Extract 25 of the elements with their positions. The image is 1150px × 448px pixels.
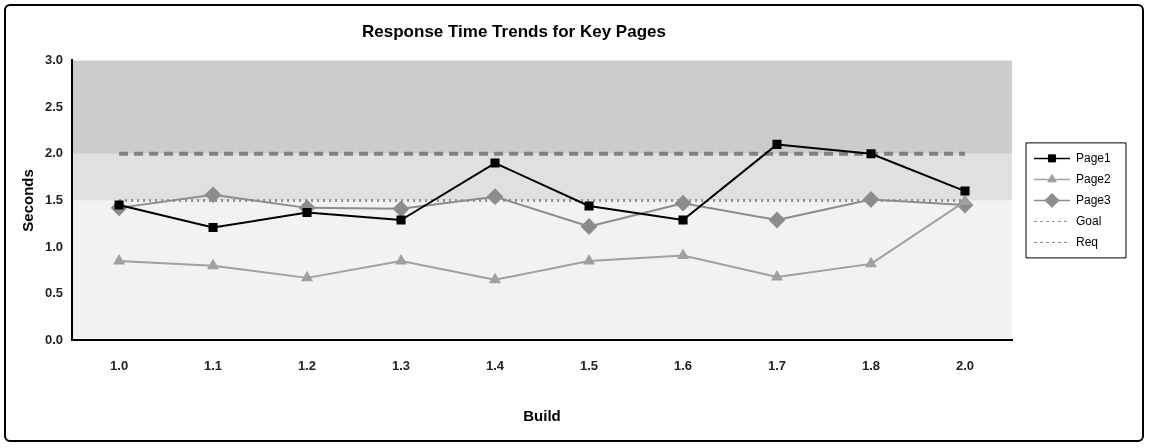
legend-label: Req — [1076, 234, 1099, 249]
x-tick-label: 1.5 — [579, 357, 599, 373]
y-tick-label: 1.0 — [44, 238, 64, 254]
y-tick-label: 3.0 — [44, 51, 64, 67]
legend-label: Page2 — [1076, 171, 1112, 186]
y-tick-label: 2.0 — [44, 145, 64, 161]
x-tick-label: 1.1 — [204, 357, 223, 373]
legend-label: Page1 — [1076, 150, 1112, 165]
legend-label: Page3 — [1076, 192, 1112, 207]
y-tick-label: 1.5 — [44, 191, 64, 207]
x-tick-label: 1.2 — [298, 357, 317, 373]
x-tick-label: 1.4 — [486, 357, 505, 373]
x-tick-label: 1.0 — [110, 357, 129, 373]
chart-title: Response Time Trends for Key Pages — [362, 21, 666, 41]
y-tick-label: 0.5 — [44, 285, 64, 301]
x-tick-label: 1.3 — [392, 357, 411, 373]
x-tick-label: 1.6 — [673, 357, 693, 373]
y-axis-title: Seconds — [19, 169, 37, 232]
x-axis-title: Build — [523, 407, 561, 425]
x-tick-label: 1.7 — [767, 357, 787, 373]
legend-label: Goal — [1076, 213, 1102, 228]
y-tick-label: 0.0 — [44, 331, 64, 347]
x-tick-label: 1.8 — [861, 357, 881, 373]
x-tick-label: 2.0 — [955, 357, 975, 373]
y-tick-label: 2.5 — [44, 98, 64, 114]
